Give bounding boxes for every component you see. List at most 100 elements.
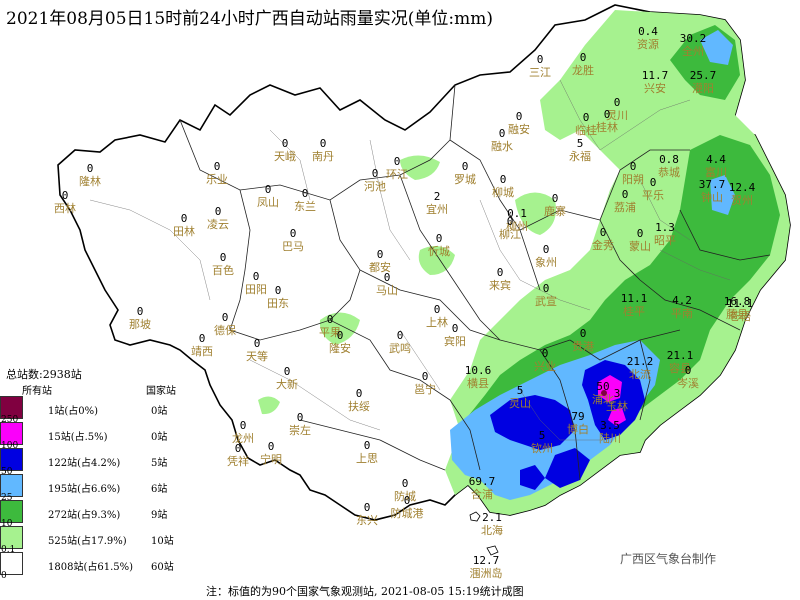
station-name: 象州 (535, 256, 557, 269)
station-name: 容县 (669, 361, 691, 375)
station-name: 东兰 (294, 200, 316, 213)
station-value: 0 (436, 232, 443, 245)
station-name: 玉林 (606, 399, 628, 413)
map-title: 2021年08月05日15时前24小时广西自动站雨量实况(单位:mm) (6, 9, 494, 29)
legend-count: 15站(占.5%) (48, 432, 108, 443)
station-name: 融安 (508, 122, 530, 136)
station-value: 30.2 (680, 32, 707, 45)
rain-area-above-250 (601, 390, 607, 396)
station-value: 0 (422, 370, 429, 383)
station-value: 0 (137, 305, 144, 318)
station-value: 0 (87, 162, 94, 175)
station-value: 0 (265, 183, 272, 196)
station-name: 天等 (246, 349, 268, 363)
station-name: 全州 (682, 44, 704, 58)
station-value: 0 (604, 108, 611, 121)
station-name: 都安 (369, 260, 391, 274)
station-name: 凭祥 (227, 454, 249, 468)
station-value: 0 (364, 501, 371, 514)
station-value: 0 (253, 270, 260, 283)
station-name: 忻城 (428, 245, 450, 258)
station-value: 0 (284, 365, 291, 378)
station-name: 昭平 (654, 234, 676, 247)
station-value: 50 (596, 380, 609, 393)
station-name: 富川 (705, 165, 727, 179)
station-value: 21.1 (667, 349, 694, 362)
station-name: 德保 (214, 323, 236, 337)
station-name: 武鸣 (389, 341, 411, 355)
station-value: 0 (583, 111, 590, 124)
station-name: 恭城 (658, 166, 680, 179)
station-value: 0 (372, 167, 379, 180)
station-name: 贵港 (572, 340, 594, 353)
station-value: 25.7 (690, 69, 717, 82)
station-name: 大新 (276, 377, 298, 391)
station-name: 资源 (637, 37, 659, 51)
station-name: 柳州 (506, 219, 528, 233)
station-name: 宁明 (260, 452, 282, 466)
station-value: 0 (404, 494, 411, 507)
station-name: 崇左 (289, 424, 311, 437)
station-value: 10.6 (465, 364, 492, 377)
station-name: 博白 (567, 422, 589, 436)
station-name: 扶绥 (348, 399, 370, 413)
station-name: 苍梧 (729, 309, 751, 323)
station-value: 0 (452, 322, 459, 335)
station-name: 东兴 (356, 514, 378, 527)
station-value: 0 (297, 411, 304, 424)
station-value: 79 (571, 410, 584, 423)
station-name: 龙州 (232, 432, 254, 445)
station-value: 0 (364, 439, 371, 452)
station-value: 0 (685, 364, 692, 377)
station-name: 邕宁 (414, 382, 436, 396)
legend-count: 122站(占4.2%) (48, 458, 121, 469)
station-value: 4.4 (706, 153, 726, 166)
county-boundaries (89, 79, 731, 441)
station-name: 浦北 (592, 393, 614, 406)
legend-count: 195站(占6.6%) (48, 484, 121, 495)
station-name: 临桂 (575, 123, 597, 137)
station-value: 21.2 (627, 355, 654, 368)
station-name: 北流 (629, 367, 651, 381)
station-name: 凤山 (257, 196, 279, 209)
station-name: 南丹 (312, 150, 334, 163)
station-value: 0 (240, 419, 247, 432)
station-name: 防城港 (391, 506, 424, 520)
station-name: 田阳 (245, 283, 267, 296)
station-name: 武宣 (535, 294, 557, 308)
legend-national-count: 10站 (151, 536, 174, 547)
station-value: 0 (542, 347, 549, 360)
station-name: 百色 (212, 263, 234, 277)
station-name: 巴马 (282, 240, 304, 253)
island (469, 511, 481, 522)
station-name: 蒙山 (629, 240, 651, 253)
station-name: 陆川 (599, 431, 621, 445)
legend-count: 272站(占9.3%) (48, 510, 121, 521)
legend-break: 100 (1, 441, 19, 451)
station-name: 兴业 (534, 360, 556, 373)
station-value: 16.8 (724, 295, 751, 308)
station-value: 0 (282, 137, 289, 150)
station-value: 0 (397, 329, 404, 342)
legend-break: 10 (1, 519, 13, 529)
station-value: 0 (290, 227, 297, 240)
station-value: 0 (275, 284, 282, 297)
station-name: 马山 (376, 284, 398, 297)
station-name: 平乐 (642, 189, 664, 202)
station-name: 平果 (319, 326, 341, 339)
station-value: 0 (552, 192, 559, 205)
station-value: 0 (622, 188, 629, 201)
rain-area-100-250 (598, 375, 626, 426)
station-value: 0 (337, 329, 344, 342)
station-value: 0 (377, 248, 384, 261)
legend-swatch (0, 552, 23, 575)
station-value: 0 (499, 127, 506, 140)
station-name: 罗城 (454, 173, 476, 186)
legend-swatch (0, 474, 23, 497)
legend-col-all: 所有站 (22, 386, 52, 397)
station-name: 贺州 (731, 194, 753, 207)
station-name: 钟山 (701, 190, 723, 204)
legend-total: 总站数:2938站 (6, 368, 82, 381)
station-value: 0 (220, 251, 227, 264)
station-name: 龙胜 (572, 63, 594, 77)
